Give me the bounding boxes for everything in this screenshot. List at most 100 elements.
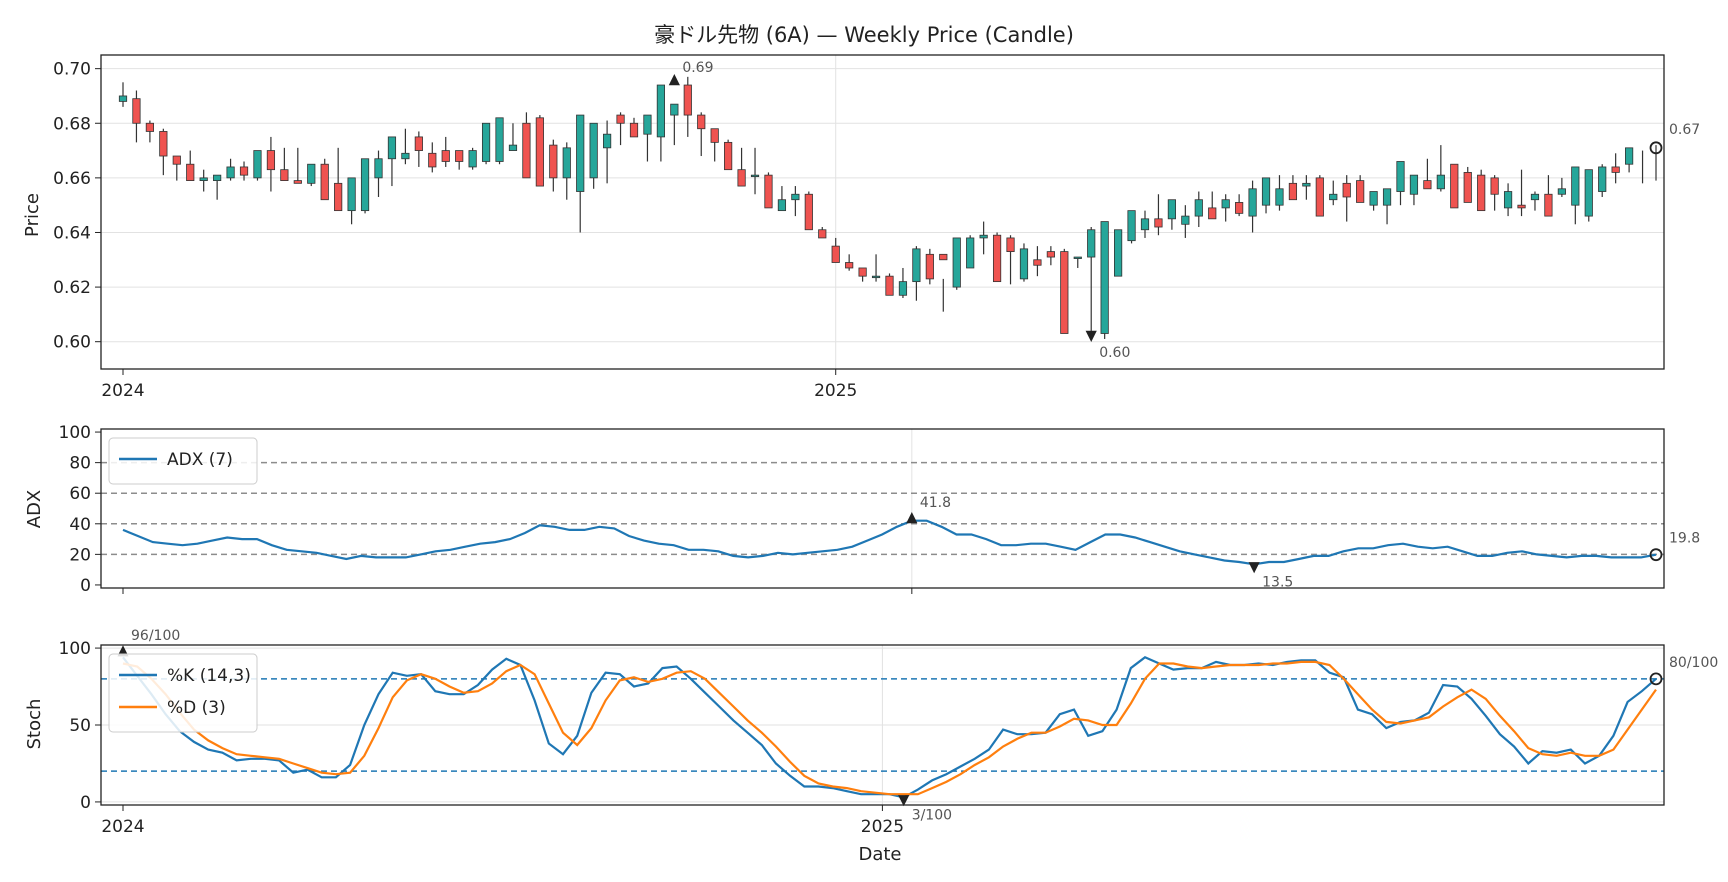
candle-body (374, 158, 383, 179)
candle-body (428, 152, 437, 168)
chart-title: 豪ドル先物 (6A) — Weekly Price (Candle) (654, 23, 1074, 47)
candle-body (858, 267, 867, 277)
stoch-axis-label: Stoch (24, 699, 45, 750)
candle-body (966, 237, 975, 269)
y-tick-label: 100 (59, 639, 91, 659)
candle-body (1571, 166, 1580, 206)
series-line-0 (122, 519, 1657, 566)
y-tick-label: 0 (80, 793, 91, 813)
candle-body (1450, 163, 1459, 209)
candle-body (777, 199, 787, 212)
candle-body (737, 169, 746, 187)
candle-body (710, 128, 719, 143)
min-label: 3/100 (912, 807, 952, 823)
max-label: 0.69 (682, 60, 713, 76)
candle-body (1275, 188, 1284, 206)
candle-body (1329, 193, 1338, 201)
candle-body (293, 180, 302, 184)
y-tick-label: 0.62 (53, 278, 91, 298)
candle-body (549, 144, 558, 179)
candle-body (724, 141, 733, 171)
candle-body (320, 163, 329, 201)
y-tick-label: 40 (69, 515, 91, 535)
candle-body (118, 95, 128, 102)
y-tick-label: 0.66 (53, 169, 91, 189)
candle-body (656, 84, 665, 138)
panel-frame (100, 428, 1665, 589)
candle-body (670, 103, 679, 116)
candle-body (1611, 166, 1620, 173)
candle-body (1100, 221, 1109, 334)
candle-body (576, 114, 585, 192)
candle-body (334, 182, 343, 212)
min-marker (1085, 330, 1097, 342)
candle-body (750, 174, 760, 178)
candle-body (1557, 188, 1566, 195)
candle-body (1046, 251, 1055, 258)
candle-body (871, 275, 881, 279)
candle-body (347, 177, 356, 212)
panel-2: 0 50 100 2024 2025 96/100 3/100 80/100 %K (14,3)… (59, 628, 1719, 837)
candle-body (1477, 174, 1486, 212)
candle-body (1006, 237, 1015, 252)
candle-body (1342, 182, 1351, 198)
candle-body (1235, 202, 1244, 214)
candle-body (1033, 259, 1042, 266)
y-tick-label: 0.68 (53, 114, 91, 134)
series-line-1 (122, 660, 1657, 796)
candle-body (562, 147, 571, 179)
candle-body (1315, 177, 1324, 217)
candle-body (1544, 193, 1553, 217)
candle-body (387, 136, 397, 160)
max-marker (906, 512, 918, 524)
candle-body (992, 234, 1002, 283)
panel-0: 0.60 0.62 0.64 0.66 0.68 0.70 2024 2025 0.69 0.60… (53, 54, 1700, 401)
candle-body (1423, 180, 1432, 190)
candle-body (468, 150, 477, 168)
max-marker (668, 74, 680, 86)
candle-body (159, 131, 168, 157)
y-tick-label: 0 (80, 576, 91, 596)
min-marker (1248, 562, 1260, 574)
candle-body (1517, 204, 1526, 209)
candle-body (1396, 161, 1405, 192)
candle-body (1208, 207, 1217, 220)
candle-body (253, 150, 262, 179)
candle-body (952, 237, 961, 288)
candle-body (1248, 188, 1257, 217)
last-marker (1649, 672, 1663, 686)
last-marker (1649, 141, 1663, 155)
candle-body (697, 114, 706, 130)
legend-label: %D (3) (167, 698, 226, 718)
y-tick-label: 0.64 (53, 223, 91, 243)
candle-body (495, 117, 504, 162)
candle-body (885, 275, 894, 296)
candle-body (1140, 218, 1150, 231)
candle-body (1181, 215, 1190, 225)
candle-body (1598, 166, 1607, 192)
candle-body (1221, 199, 1230, 209)
candle-body (401, 152, 410, 160)
candle-body (1087, 229, 1096, 258)
candle-body (522, 122, 531, 179)
panel-frame (100, 644, 1665, 806)
candle-body (1490, 177, 1499, 195)
candle-body (1625, 147, 1634, 165)
x-tick-label: 2025 (861, 817, 904, 837)
min-label: 13.5 (1262, 574, 1293, 590)
candle-body (1073, 256, 1082, 259)
candle-body (226, 166, 235, 179)
candle-body (1060, 251, 1069, 334)
y-tick-label: 80 (69, 454, 91, 474)
candle-body (481, 122, 491, 162)
candle-body (1530, 193, 1540, 201)
candle-body (414, 136, 423, 151)
candle-body (1463, 172, 1472, 203)
candle-body (804, 193, 813, 231)
candle-body (1194, 199, 1203, 217)
candle-body (199, 177, 208, 182)
date-axis-label: Date (858, 844, 901, 865)
candle-body (831, 245, 840, 263)
